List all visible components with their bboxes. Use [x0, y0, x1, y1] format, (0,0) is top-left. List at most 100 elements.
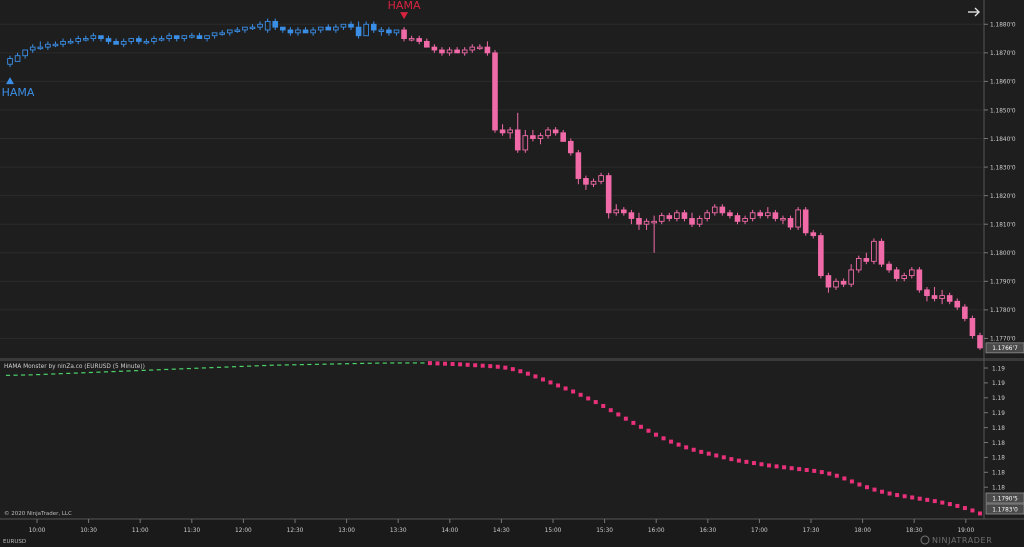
candle	[583, 178, 589, 185]
candle	[401, 29, 407, 40]
indicator-segment	[910, 495, 915, 500]
candle	[711, 206, 718, 214]
x-tick-label: 16:00	[648, 528, 665, 534]
indicator-segment	[390, 362, 395, 364]
candle	[855, 258, 862, 271]
candle	[325, 26, 332, 31]
indicator-segment	[721, 455, 726, 460]
candle	[431, 46, 438, 51]
candle	[643, 220, 650, 225]
candle	[378, 29, 385, 32]
indicator-y-tick-label: 1.18	[992, 471, 1005, 477]
indicator-segment	[586, 396, 591, 401]
indicator-segment	[209, 367, 214, 369]
indicator-segment	[201, 367, 206, 369]
indicator-segment	[299, 364, 304, 366]
x-tick-label: 14:00	[441, 528, 458, 534]
y-tick-label: 1.1860'0	[990, 80, 1016, 86]
candle	[242, 26, 248, 31]
indicator-segment	[887, 491, 892, 496]
indicator-segment	[141, 369, 146, 371]
y-tick-label: 1.1850'0	[990, 108, 1016, 114]
indicator-segment	[186, 367, 191, 370]
scroll-to-end-icon[interactable]	[964, 4, 984, 20]
y-tick-label: 1.1830'0	[990, 165, 1016, 171]
panel-separator	[0, 358, 1024, 361]
candle	[60, 40, 66, 45]
indicator-segment	[578, 392, 583, 397]
candle	[446, 49, 453, 54]
indicator-segment	[292, 364, 297, 366]
indicator-value-marker	[985, 503, 1024, 515]
candle	[302, 29, 309, 34]
candle	[469, 46, 476, 51]
indicator-segment	[179, 368, 184, 370]
indicator-segment	[940, 500, 945, 505]
indicator-segment	[149, 369, 154, 371]
candle	[226, 29, 233, 34]
indicator-segment	[774, 464, 779, 469]
candle	[355, 26, 362, 37]
y-tick-label: 1.1780'0	[990, 308, 1016, 314]
indicator-segment	[20, 374, 26, 376]
indicator-segment	[88, 371, 93, 374]
candle	[37, 46, 44, 50]
candle	[393, 29, 400, 34]
indicator-segment	[736, 458, 741, 463]
indicator-segment	[96, 371, 101, 373]
indicator-segment	[307, 363, 312, 366]
indicator-segment	[239, 365, 244, 368]
candle	[871, 240, 877, 262]
indicator-segment	[842, 476, 847, 481]
logo-icon	[920, 535, 930, 545]
candle	[416, 38, 423, 42]
candle	[969, 317, 976, 337]
candle	[840, 280, 847, 285]
candle	[575, 152, 582, 179]
candle	[333, 26, 339, 31]
indicator-segment	[691, 447, 696, 452]
candle	[14, 55, 21, 62]
indicator-segment	[699, 449, 704, 454]
indicator-segment	[81, 372, 86, 374]
candle	[636, 218, 642, 225]
candle	[689, 218, 695, 225]
indicator-segment	[684, 445, 689, 450]
indicator-segment	[962, 506, 967, 511]
candle	[439, 49, 445, 54]
candle	[833, 280, 839, 288]
candle	[522, 135, 529, 151]
indicator-y-tick-label: 1.18	[992, 441, 1005, 447]
x-tick-label: 10:30	[80, 528, 97, 534]
x-tick-label: 12:00	[235, 528, 252, 534]
candle	[605, 175, 612, 214]
indicator-segment	[631, 420, 636, 425]
indicator-segment	[224, 366, 229, 368]
indicator-segment	[782, 465, 787, 470]
candle	[787, 218, 794, 228]
candle	[189, 35, 195, 38]
indicator-segment	[849, 479, 854, 484]
indicator-segment	[473, 363, 478, 368]
indicator-y-tick-label: 1.19	[992, 381, 1005, 387]
candle	[272, 20, 279, 28]
indicator-segment	[118, 370, 124, 372]
indicator-segment	[367, 362, 372, 364]
candle	[878, 240, 885, 265]
candle	[507, 129, 513, 134]
indicator-segment	[51, 373, 56, 375]
candle	[545, 129, 551, 137]
indicator-segment	[571, 389, 576, 394]
indicator-segment	[751, 461, 756, 466]
candle	[946, 295, 953, 302]
candle	[408, 38, 415, 41]
indicator-segment	[262, 364, 267, 367]
candle	[120, 40, 127, 45]
indicator-segment	[540, 377, 545, 382]
sell-signal-label: HAMA	[388, 0, 421, 12]
indicator-segment	[895, 493, 900, 498]
indicator-segment	[661, 436, 666, 441]
candle	[211, 32, 218, 37]
logo-text: NINJATRADER	[932, 536, 992, 545]
